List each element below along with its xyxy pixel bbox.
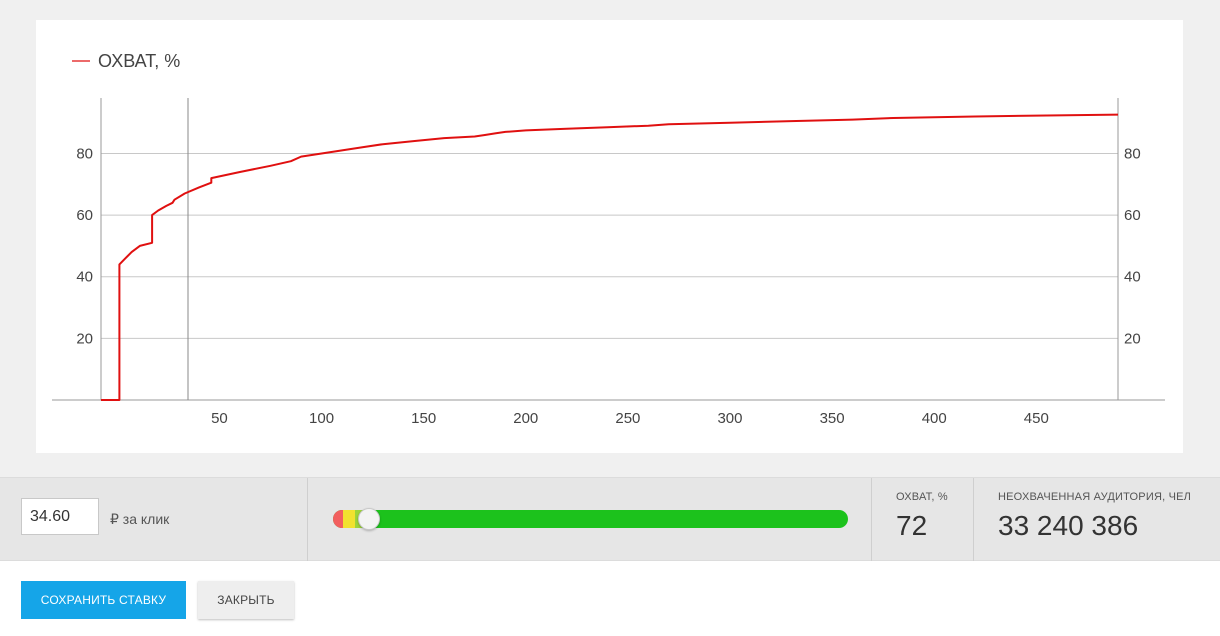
legend-label: ОХВАТ, % <box>98 51 180 71</box>
bid-unit-label: ₽ за клик <box>110 511 170 527</box>
x-tick-label: 250 <box>615 410 640 427</box>
y-tick-label-right: 80 <box>1124 145 1141 162</box>
save-bid-button[interactable]: СОХРАНИТЬ СТАВКУ <box>21 581 186 619</box>
divider <box>871 478 872 562</box>
uncovered-audience-value: 33 240 386 <box>998 510 1139 541</box>
divider <box>973 478 974 562</box>
x-tick-label: 400 <box>922 410 947 427</box>
x-tick-label: 350 <box>820 410 845 427</box>
coverage-value: 72 <box>896 510 928 541</box>
axes <box>52 98 1165 401</box>
bid-slider-track[interactable] <box>333 510 848 528</box>
coverage-chart: ОХВАТ, % 20 20 40 40 60 60 80 80 50 100 150 200 250 3… <box>52 51 1165 427</box>
y-tick-label-right: 40 <box>1124 269 1141 286</box>
x-tick-label: 50 <box>211 410 228 427</box>
y-tick-label-right: 60 <box>1124 207 1141 224</box>
x-tick-label: 450 <box>1024 410 1049 427</box>
x-tick-label: 150 <box>411 410 436 427</box>
chart-card: ОХВАТ, % 20 20 40 40 60 60 80 80 50 100 150 200 250 3… <box>36 20 1183 453</box>
coverage-series-line <box>101 113 1119 401</box>
bid-input[interactable] <box>21 498 99 535</box>
slider-segment-yellow <box>343 510 355 528</box>
x-tick-label: 300 <box>717 410 742 427</box>
y-tick-label-left: 40 <box>76 269 93 286</box>
x-tick-label: 100 <box>309 410 334 427</box>
y-tick-label-right: 20 <box>1124 330 1141 347</box>
divider <box>307 478 308 562</box>
y-tick-label-left: 80 <box>76 145 93 162</box>
x-tick-label: 200 <box>513 410 538 427</box>
close-button[interactable]: ЗАКРЫТЬ <box>198 581 294 619</box>
grid-lines <box>101 152 1118 339</box>
series-layer <box>101 113 1119 401</box>
bid-controls-panel <box>0 477 1220 562</box>
y-tick-label-left: 60 <box>76 207 93 224</box>
coverage-label: ОХВАТ, % <box>896 491 948 503</box>
uncovered-audience-label: НЕОХВАЧЕННАЯ АУДИТОРИЯ, ЧЕЛ <box>998 491 1192 503</box>
bid-slider-thumb[interactable] <box>358 508 381 530</box>
y-tick-label-left: 20 <box>76 330 93 347</box>
slider-segment-red <box>333 510 343 528</box>
tick-labels: 20 20 40 40 60 60 80 80 50 100 150 200 250 300 350 400 4… <box>76 145 1140 427</box>
